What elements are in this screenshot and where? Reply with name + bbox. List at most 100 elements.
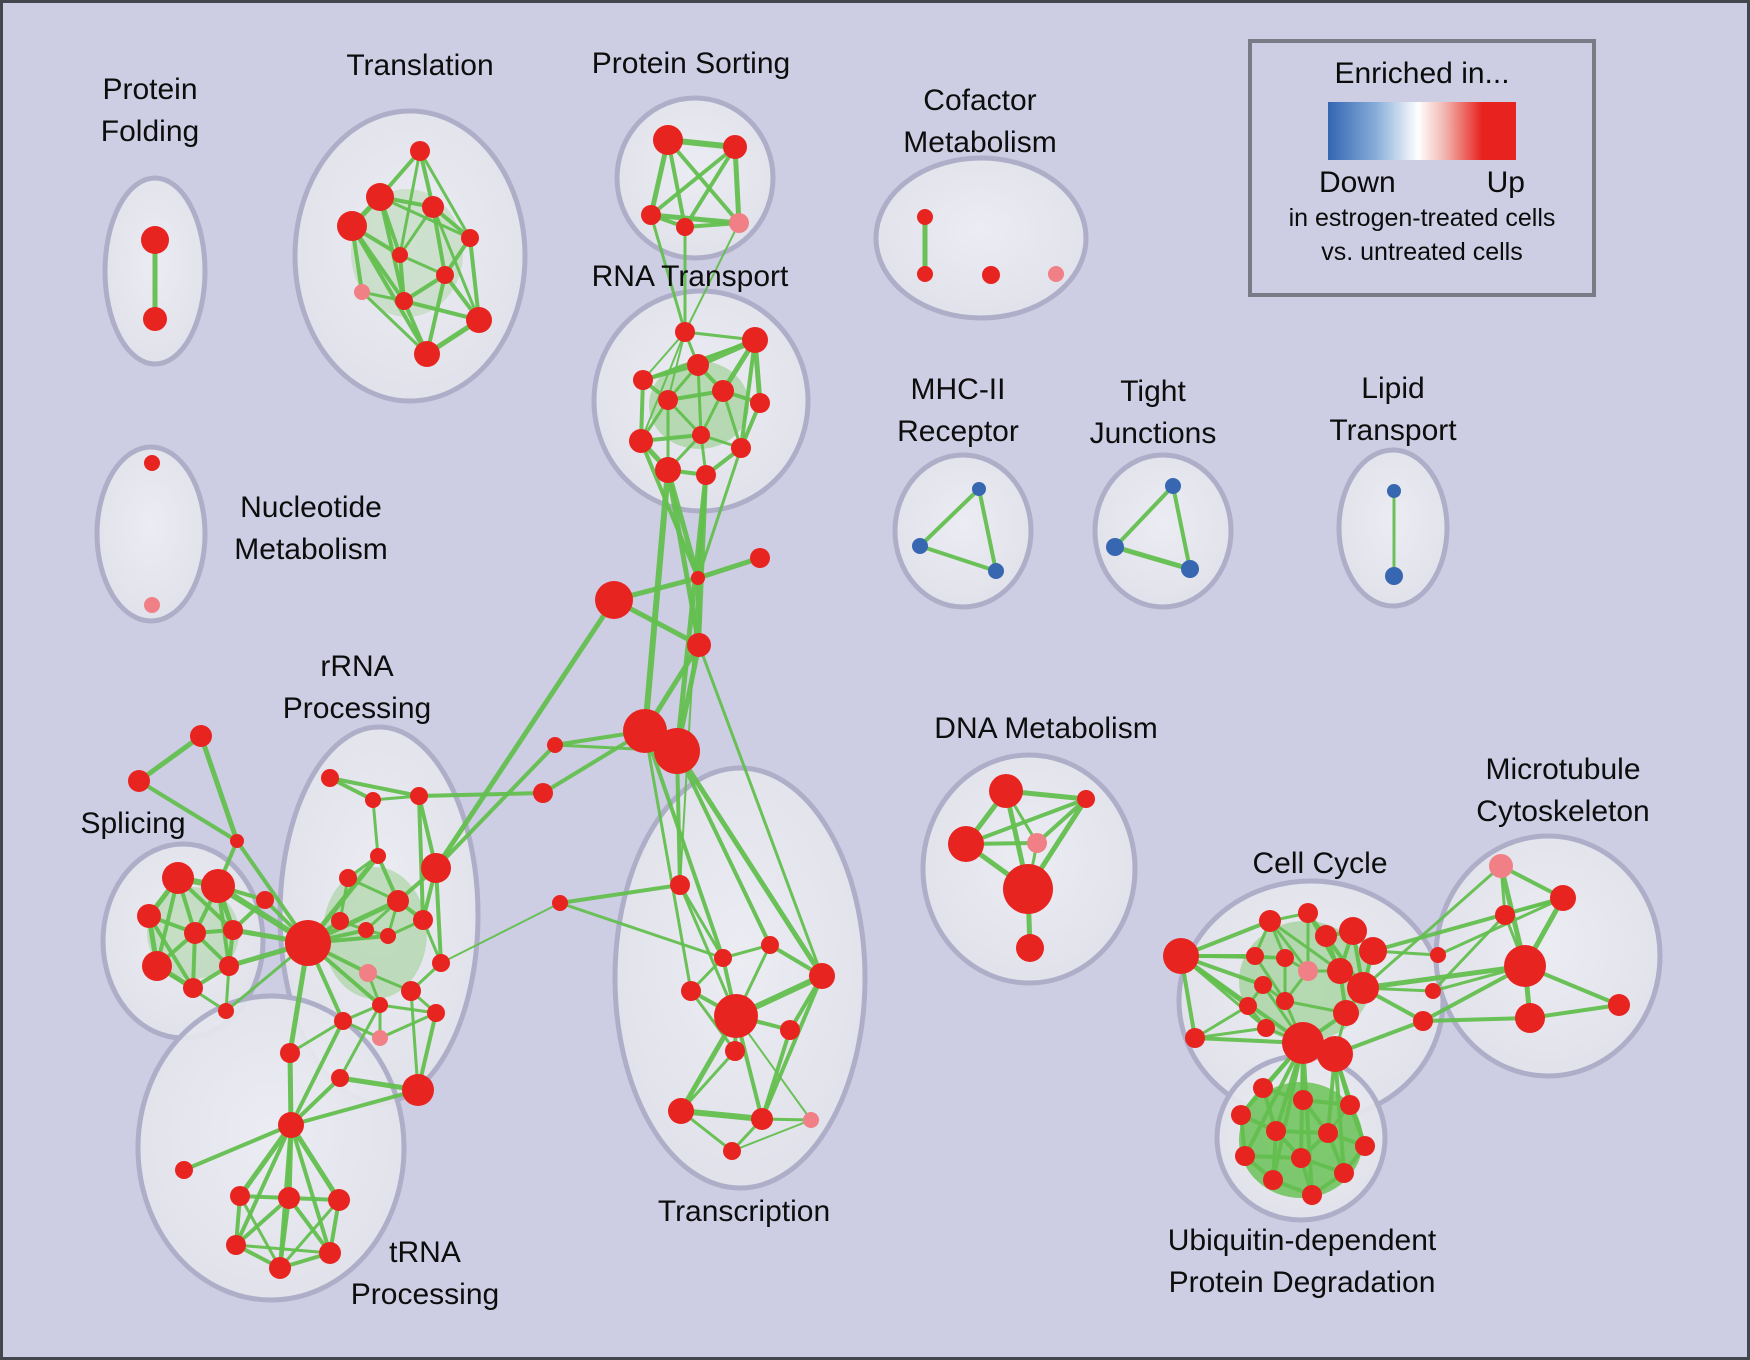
cluster-label-protein-folding: Protein Folding <box>101 73 199 148</box>
edge-TR3-TR8 <box>238 1194 282 1270</box>
edge-CC20-M5 <box>1421 1016 1532 1023</box>
cluster-ellipse-tight-junctions <box>1092 452 1234 610</box>
edge-RT2-RT10 <box>739 338 757 450</box>
node-RT4 <box>633 370 653 390</box>
cluster-label-protein-sorting: Protein Sorting <box>592 47 790 80</box>
node-CC4 <box>1315 925 1337 947</box>
edge-PS2-PS4 <box>683 145 737 229</box>
edge-R5-C3 <box>433 597 617 871</box>
cluster-label-trna-processing: tRNA Processing <box>351 1236 499 1311</box>
node-R20 <box>280 1043 300 1063</box>
edge-CC16-CC17 <box>1193 1026 1268 1040</box>
node-R12 <box>285 920 331 966</box>
node-CC10 <box>1327 958 1353 984</box>
edge-D2-D4 <box>1035 797 1088 845</box>
edge-MH2-MH3 <box>918 544 998 573</box>
node-RT10 <box>731 438 751 458</box>
edge-TR5-TR8 <box>278 1198 341 1270</box>
node-CC12 <box>1239 997 1257 1015</box>
node-CC11 <box>1254 976 1272 994</box>
node-TR6 <box>226 1235 246 1255</box>
edge-T3-T7 <box>431 205 447 277</box>
edge-R3-R11 <box>417 794 425 922</box>
cluster-label-cell-cycle: Cell Cycle <box>1252 847 1387 880</box>
node-RT7 <box>750 393 770 413</box>
node-U11 <box>1263 1170 1283 1190</box>
node-U10 <box>1334 1163 1354 1183</box>
edge-T5-T10 <box>468 236 481 322</box>
edge-PS2-PS5 <box>732 144 742 226</box>
node-R16 <box>372 997 388 1013</box>
node-R7 <box>387 890 409 912</box>
node-C1 <box>691 571 705 585</box>
node-LN1 <box>552 895 568 911</box>
node-R18 <box>334 1012 352 1030</box>
node-TC2 <box>714 949 732 967</box>
node-G1 <box>190 725 212 747</box>
edge-C6-TC1 <box>675 749 772 947</box>
node-TC10 <box>803 1112 819 1128</box>
edge-CC7-CC13 <box>1253 954 1287 1003</box>
node-PS1 <box>653 125 683 155</box>
cluster-label-nucleotide-metabolism: Nucleotide Metabolism <box>234 491 387 566</box>
node-R4 <box>370 848 386 864</box>
edge-TR6-TR7 <box>234 1243 332 1255</box>
edge-TC0-TC2 <box>678 883 725 960</box>
node-M4 <box>1504 945 1546 987</box>
node-MH2 <box>912 538 928 554</box>
node-T1 <box>410 141 430 161</box>
edge-RT10-C1 <box>696 446 743 580</box>
edge-T3-T10 <box>431 205 481 322</box>
edge-RT8-C1 <box>639 439 700 580</box>
edge-TR4-TR8 <box>278 1196 291 1270</box>
cluster-ellipse-nucleotide-metabolism <box>94 444 208 624</box>
node-RT6 <box>658 390 678 410</box>
node-U5 <box>1266 1121 1286 1141</box>
edge-T4-T11 <box>350 224 429 356</box>
node-CC7 <box>1246 947 1264 965</box>
node-RT3 <box>687 354 709 376</box>
cluster-label-translation: Translation <box>346 49 493 82</box>
edge-CC14-M1 <box>1361 864 1503 990</box>
edge-T1-T5 <box>418 149 472 240</box>
node-X1 <box>402 1074 434 1106</box>
node-C4 <box>687 633 711 657</box>
edge-G1-G3 <box>198 733 240 844</box>
edge-X2-R16 <box>338 1003 382 1080</box>
node-D6 <box>1016 934 1044 962</box>
edge-LN1-TC0 <box>558 883 682 905</box>
node-PS4 <box>676 218 694 236</box>
edge-TR4-TR7 <box>287 1196 332 1255</box>
node-M5 <box>1515 1003 1545 1033</box>
node-LT1 <box>1387 484 1401 498</box>
edge-C1-C2 <box>695 555 763 581</box>
node-U3 <box>1340 1095 1360 1115</box>
node-TC8 <box>668 1098 694 1124</box>
node-C2 <box>750 548 770 568</box>
cluster-label-rrna-processing: rRNA Processing <box>283 650 431 725</box>
edge-TJ2-TJ3 <box>1112 544 1193 572</box>
node-C3 <box>595 581 633 619</box>
node-CC6 <box>1359 937 1387 965</box>
node-S6 <box>142 951 172 981</box>
edge-TR1-TR3 <box>237 1122 294 1199</box>
edge-TJ1-TJ3 <box>1171 484 1192 571</box>
node-PS3 <box>641 205 661 225</box>
node-CC8 <box>1276 949 1294 967</box>
node-TC3 <box>809 963 835 989</box>
node-T2 <box>366 183 394 211</box>
node-S5 <box>223 920 243 940</box>
node-TC5 <box>714 994 758 1038</box>
edge-R17-R19 <box>378 1011 438 1040</box>
node-TC11 <box>723 1142 741 1160</box>
legend-endpoint-labels: Down Up <box>1319 166 1525 200</box>
node-RT5 <box>712 380 734 402</box>
edge-T8-T11 <box>360 290 429 356</box>
legend-up-label: Up <box>1486 166 1525 199</box>
node-T10 <box>466 307 492 333</box>
node-PF1 <box>141 226 169 254</box>
node-R19 <box>372 1030 388 1046</box>
node-U6 <box>1318 1123 1338 1143</box>
node-M6 <box>1608 994 1630 1016</box>
